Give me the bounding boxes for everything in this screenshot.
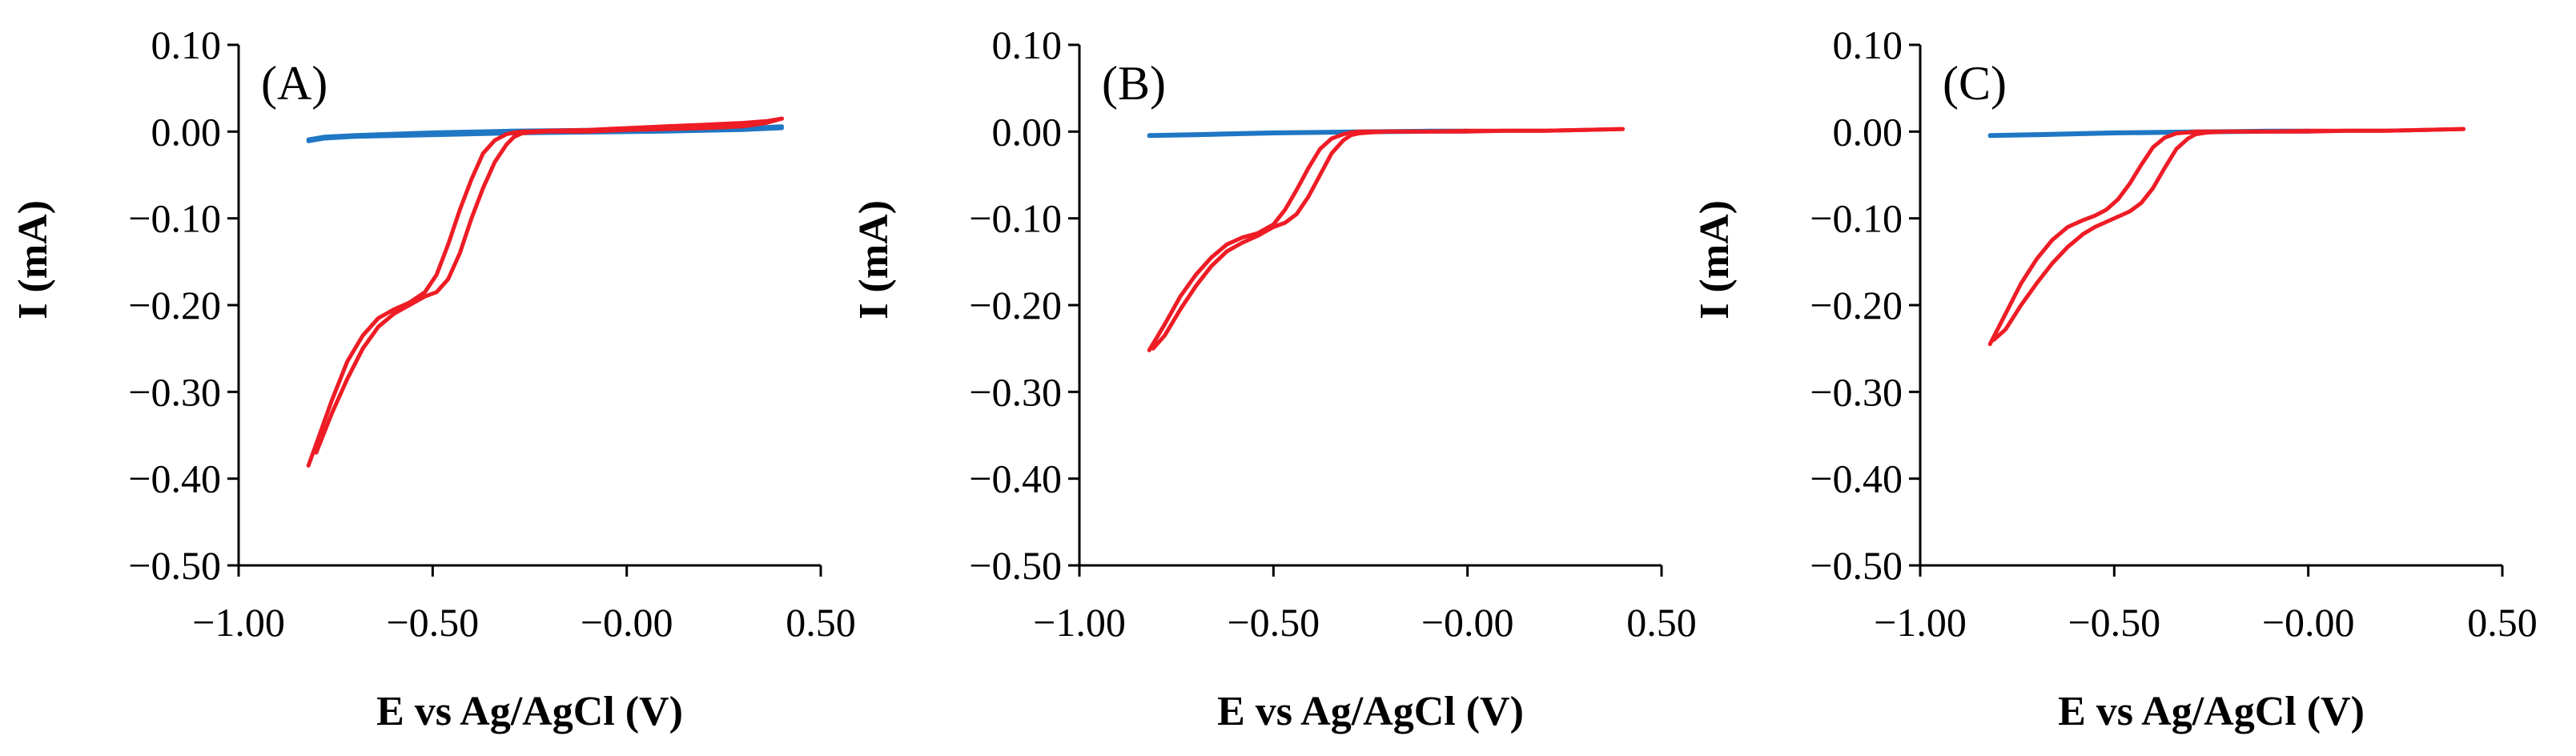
y-tick-label: −0.30 [1810, 369, 1903, 414]
y-tick-label: −0.10 [969, 196, 1062, 241]
y-tick-label: 0.00 [992, 109, 1063, 154]
chart-panel-a: 0.10 0.00 −0.10 −0.20 −0.30 −0.40 −0.50 −1.00 −0… [10, 22, 856, 734]
x-tick-label: −0.00 [1421, 600, 1514, 645]
y-tick-label: −0.50 [1810, 543, 1903, 588]
chart-panel-b: 0.10 0.00 −0.10 −0.20 −0.30 −0.40 −0.50 −1.00 −0… [851, 22, 1697, 734]
x-tick-label: −0.50 [1227, 600, 1320, 645]
y-axis-title: I (mA) [10, 200, 56, 320]
y-tick-label: −0.10 [128, 196, 221, 241]
y-tick-label: −0.30 [128, 369, 221, 414]
y-axis-title: I (mA) [1692, 200, 1738, 320]
x-tick-label: −0.00 [2262, 600, 2355, 645]
y-tick-label: −0.50 [128, 543, 221, 588]
y-tick-label: 0.00 [151, 109, 222, 154]
y-tick-label: 0.10 [992, 22, 1063, 67]
y-tick-label: −0.20 [1810, 283, 1903, 328]
y-tick-label: −0.50 [969, 543, 1062, 588]
y-tick-label: 0.00 [1833, 109, 1903, 154]
series-line-red-reverse [1991, 127, 2465, 342]
y-tick-label: −0.30 [969, 369, 1062, 414]
y-tick-label: −0.20 [969, 283, 1062, 328]
x-axis-title: E vs Ag/AgCl (V) [1217, 689, 1524, 734]
y-tick-label: −0.40 [1810, 456, 1903, 501]
x-tick-label: −1.00 [1874, 600, 1967, 645]
x-tick-label: 0.50 [1626, 600, 1697, 645]
x-tick-label: −0.50 [386, 600, 479, 645]
panel-label: (B) [1102, 57, 1166, 110]
series-line-red-reverse [314, 116, 784, 455]
y-tick-label: 0.10 [151, 22, 222, 67]
series-line-red-forward [306, 116, 784, 468]
series-line-red-reverse [1151, 127, 1625, 351]
y-tick-label: 0.10 [1833, 22, 1903, 67]
x-axis-title: E vs Ag/AgCl (V) [376, 689, 683, 734]
x-tick-label: −1.00 [1033, 600, 1126, 645]
x-tick-label: −0.00 [581, 600, 673, 645]
panel-label: (A) [261, 57, 328, 110]
y-axis-title: I (mA) [851, 200, 897, 320]
x-tick-label: −0.50 [2068, 600, 2160, 645]
chart-panel-c: 0.10 0.00 −0.10 −0.20 −0.30 −0.40 −0.50 −1.00 −0… [1692, 22, 2538, 734]
panel-label: (C) [1943, 57, 2007, 110]
y-tick-label: −0.10 [1810, 196, 1903, 241]
panels: 0.10 0.00 −0.10 −0.20 −0.30 −0.40 −0.50 −1.00 −0… [10, 22, 2538, 734]
x-tick-label: 0.50 [2467, 600, 2538, 645]
y-tick-label: −0.40 [128, 456, 221, 501]
x-tick-label: 0.50 [786, 600, 856, 645]
x-tick-label: −1.00 [192, 600, 285, 645]
y-tick-label: −0.20 [128, 283, 221, 328]
y-tick-label: −0.40 [969, 456, 1062, 501]
x-axis-title: E vs Ag/AgCl (V) [2058, 689, 2365, 734]
